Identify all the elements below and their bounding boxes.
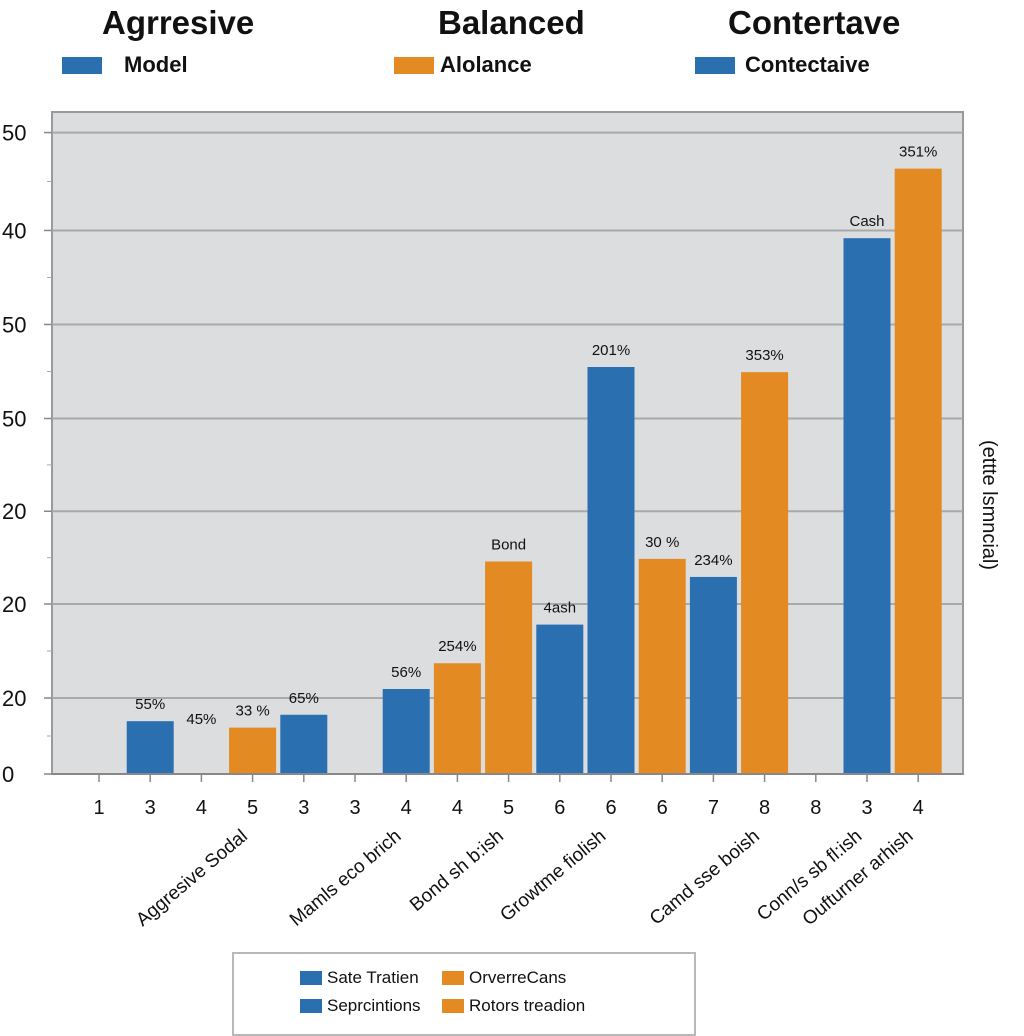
bar-blue (382, 688, 430, 774)
y-tick-label: 40 (2, 218, 26, 243)
legend-label: Seprcintions (327, 996, 421, 1015)
bar-blue (126, 721, 174, 774)
group-label: Mamls eco brich (286, 826, 405, 931)
x-tick-label: 6 (657, 797, 668, 819)
x-tick-label: 4 (401, 797, 412, 819)
x-tick-label: 3 (298, 797, 309, 819)
group-label: Bond sh b:ish (406, 826, 508, 916)
bar-blue (587, 366, 635, 774)
legend-item-contectaive: Contectaive (695, 52, 870, 78)
bar-value-label: 254% (438, 638, 476, 655)
legend-item-alolance: Alolance (394, 52, 532, 78)
bottom-legend-item: Rotors treadion (442, 996, 585, 1016)
bars (126, 168, 942, 774)
bar-blue (689, 576, 737, 774)
bar-value-label: 234% (694, 552, 732, 569)
group-title-conservative: Contertave (728, 4, 901, 41)
bar-blue (843, 238, 891, 774)
y-axis-title: (ettte lsmncial) (978, 440, 1000, 571)
bar-orange (894, 168, 942, 774)
bar-orange (229, 727, 277, 774)
legend-swatch-orange (442, 971, 464, 985)
group-title-balanced: Balanced (438, 4, 585, 41)
legend-label: Contectaive (745, 52, 870, 77)
bar-labels: 55% 45% 33 % 65% 56% 254% Bond 4ash 201% 30 % 234%… (135, 144, 937, 728)
bar-value-label: 65% (289, 690, 319, 707)
bar-orange (485, 561, 533, 774)
bottom-legend-item: Seprcintions (300, 996, 421, 1016)
y-tick-label: 0 (2, 762, 14, 787)
x-axis-ticks: 1 3 4 5 3 3 4 4 5 6 6 6 7 8 8 3 4 (93, 774, 924, 819)
bar-value-label: Bond (491, 536, 526, 553)
x-tick-label: 4 (452, 797, 463, 819)
legend-swatch-orange (394, 56, 434, 74)
bar-blue (280, 714, 328, 774)
x-tick-label: 1 (93, 797, 104, 819)
bar-orange (638, 558, 686, 774)
x-tick-label: 4 (913, 797, 924, 819)
legend-swatch-orange (442, 999, 464, 1013)
bar-value-label: 4ash (544, 600, 577, 617)
y-tick-label: 20 (2, 592, 26, 617)
x-tick-label: 8 (810, 797, 821, 819)
x-tick-label: 3 (861, 797, 872, 819)
bar-value-label: 33 % (235, 703, 269, 720)
x-tick-label: 6 (554, 797, 565, 819)
legend-label: Model (124, 52, 188, 77)
bottom-legend: Sate Tratien OrverreCans Seprcintions Ro… (232, 952, 696, 1036)
legend-swatch-blue (62, 56, 102, 74)
y-axis-ticks: 0 20 20 20 50 50 40 50 (2, 121, 52, 787)
group-title-aggressive: Agrresive (102, 4, 255, 41)
legend-label: Rotors treadion (469, 996, 586, 1015)
bar-value-label: 45% (186, 711, 216, 728)
x-tick-label: 4 (196, 797, 207, 819)
y-tick-label: 50 (2, 121, 26, 146)
group-labels: Aggresive Sodal Mamls eco brich Bond sh b:… (132, 826, 917, 931)
bar-value-label: 351% (899, 144, 937, 161)
y-tick-label: 20 (2, 686, 26, 711)
group-label: Growtme fiolish (496, 826, 610, 926)
bar-value-label: 201% (592, 342, 630, 359)
legend-swatch-blue (695, 56, 735, 74)
legend-label: Sate Tratien (327, 968, 419, 987)
legend-swatch-blue (300, 999, 322, 1013)
bar-value-label: Cash (849, 213, 884, 230)
x-tick-label: 8 (759, 797, 770, 819)
group-label: Camd sse boish (646, 826, 764, 930)
y-tick-label: 50 (2, 407, 26, 432)
x-tick-label: 3 (145, 797, 156, 819)
bar-blue (536, 624, 584, 774)
y-tick-label: 50 (2, 312, 26, 337)
bottom-legend-item: Sate Tratien (300, 968, 419, 988)
bar-value-label: 55% (135, 696, 165, 713)
x-tick-label: 7 (708, 797, 719, 819)
bar-orange (433, 663, 481, 774)
x-tick-label: 5 (503, 797, 514, 819)
bottom-legend-item: OrverreCans (442, 968, 566, 988)
group-label: Aggresive Sodal (132, 826, 251, 931)
x-tick-label: 3 (349, 797, 360, 819)
legend-label: Alolance (440, 52, 532, 77)
legend-label: OrverreCans (469, 968, 567, 987)
bar-value-label: 353% (745, 347, 783, 364)
bar-value-label: 56% (391, 664, 421, 681)
x-tick-label: 5 (247, 797, 258, 819)
y-tick-label: 20 (2, 499, 26, 524)
bar-value-label: 30 % (645, 534, 679, 551)
legend-item-model: Model (62, 52, 188, 78)
x-tick-label: 6 (605, 797, 616, 819)
legend-swatch-blue (300, 971, 322, 985)
bar-orange (741, 372, 789, 774)
